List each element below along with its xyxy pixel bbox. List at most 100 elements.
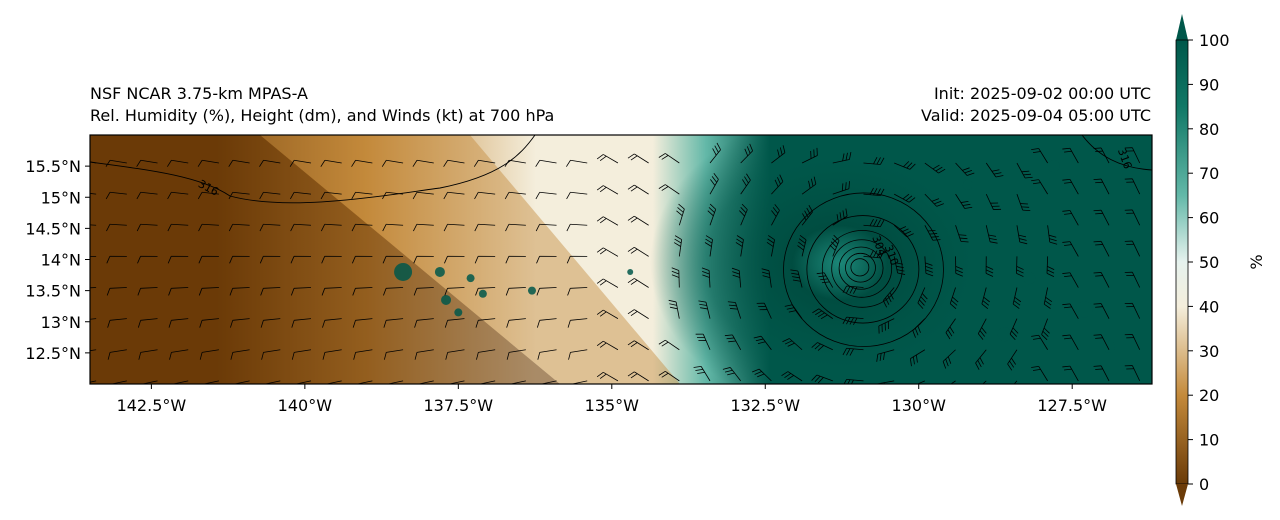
wind-barb	[1062, 178, 1079, 195]
moist-cell	[454, 308, 463, 317]
wind-barb	[924, 193, 944, 207]
wind-barb	[168, 287, 189, 296]
wind-barb	[90, 223, 97, 226]
wind-barb	[1093, 240, 1110, 257]
wind-barb	[136, 159, 158, 167]
wind-barb	[596, 247, 619, 257]
wind-barb	[90, 318, 97, 321]
wind-barb	[731, 267, 742, 288]
wind-barb	[1016, 225, 1028, 245]
wind-barb	[596, 309, 619, 319]
moist-cell	[394, 262, 413, 281]
wind-barb	[917, 287, 928, 309]
wind-barb	[1062, 334, 1079, 350]
wind-barb	[230, 349, 250, 360]
wind-barb	[414, 349, 434, 360]
wind-barb	[475, 318, 496, 328]
wind-barb	[816, 272, 834, 288]
wind-barb	[320, 191, 342, 200]
wind-barb	[107, 349, 127, 360]
wind-barb	[842, 379, 864, 384]
cyclone-moist-core	[650, 135, 1030, 384]
wind-barb	[290, 255, 311, 264]
wind-barb	[1009, 318, 1019, 341]
init-time-label: Init: 2025-09-02 00:00 UTC	[933, 84, 1151, 103]
wind-barb	[106, 223, 127, 232]
lat-tick-label: 13°N	[41, 313, 81, 332]
wind-barb	[90, 287, 97, 289]
height-contour-ring	[845, 252, 876, 283]
wind-barb	[445, 349, 465, 360]
wind-barb	[893, 256, 906, 275]
wind-barb	[724, 334, 742, 350]
wind-barb	[1124, 178, 1141, 195]
wind-barb	[801, 147, 818, 164]
colorbar-tick-label: 80	[1199, 120, 1219, 139]
wind-barb	[351, 159, 373, 167]
wind-barb	[413, 255, 434, 264]
wind-barb	[444, 287, 465, 296]
wind-barb	[229, 255, 250, 264]
wind-barb	[1047, 225, 1058, 245]
wind-barb	[105, 191, 127, 200]
wind-barb	[627, 278, 649, 288]
wind-barb	[506, 318, 526, 328]
wind-barb	[259, 159, 281, 167]
wind-barb	[320, 159, 342, 167]
field-description-title: Rel. Humidity (%), Height (dm), and Wind…	[90, 106, 555, 125]
colorbar-tick-label: 60	[1199, 209, 1219, 228]
wind-barb	[167, 255, 189, 264]
wind-barb	[566, 255, 588, 264]
wind-barb	[443, 223, 465, 232]
wind-barb	[1062, 303, 1079, 319]
wind-barb	[443, 191, 465, 200]
wind-barb	[382, 255, 404, 264]
wind-barb	[443, 159, 465, 167]
wind-barb	[829, 234, 840, 257]
wind-barb	[761, 268, 772, 288]
wind-barb	[985, 162, 1004, 178]
wind-barb	[383, 318, 404, 328]
wind-barb	[197, 159, 219, 167]
wind-barb	[811, 374, 833, 384]
wind-barb	[985, 193, 1002, 210]
wind-barb	[107, 318, 127, 328]
wind-barb	[658, 370, 680, 382]
wind-barb	[475, 287, 496, 296]
colorbar-tick-label: 100	[1199, 31, 1230, 50]
wind-barb	[1016, 162, 1033, 179]
wind-barb	[444, 255, 465, 264]
wind-barb	[863, 156, 885, 165]
wind-barb	[199, 318, 219, 328]
wind-barb	[537, 349, 557, 360]
wind-barb	[536, 318, 557, 328]
wind-barb	[596, 371, 619, 382]
wind-barb	[739, 203, 748, 226]
moist-cells	[394, 160, 1116, 353]
wind-barb	[955, 225, 969, 243]
height-contour-ring	[821, 230, 903, 308]
wind-barb	[105, 159, 127, 167]
wind-barb	[771, 145, 786, 164]
wind-barb	[596, 278, 619, 288]
wind-barb	[596, 340, 619, 351]
wind-barb	[832, 208, 848, 226]
latitude-axis: 15.5°N 15°N 14.5°N 14°N 13.5°N 13°N 12.5°N	[25, 157, 90, 363]
colorbar-tick-label: 10	[1199, 431, 1219, 450]
wind-barb	[444, 318, 465, 328]
wind-barb	[536, 287, 557, 296]
wind-barb	[504, 191, 526, 200]
moist-cell	[527, 286, 536, 295]
wind-barb	[474, 223, 496, 232]
wind-barb	[566, 159, 588, 167]
wind-barb	[842, 285, 864, 294]
colorbar: 0 10 20 30 40 50 60 70 80 90 100 %	[1175, 14, 1266, 506]
wind-barb	[811, 342, 833, 351]
wind-barb	[842, 347, 864, 356]
wind-barb	[199, 349, 219, 360]
wind-barb	[709, 142, 721, 164]
wind-barb	[259, 191, 281, 200]
wind-barb	[106, 287, 127, 296]
wind-barb	[1124, 147, 1141, 164]
wind-barb	[291, 349, 312, 360]
